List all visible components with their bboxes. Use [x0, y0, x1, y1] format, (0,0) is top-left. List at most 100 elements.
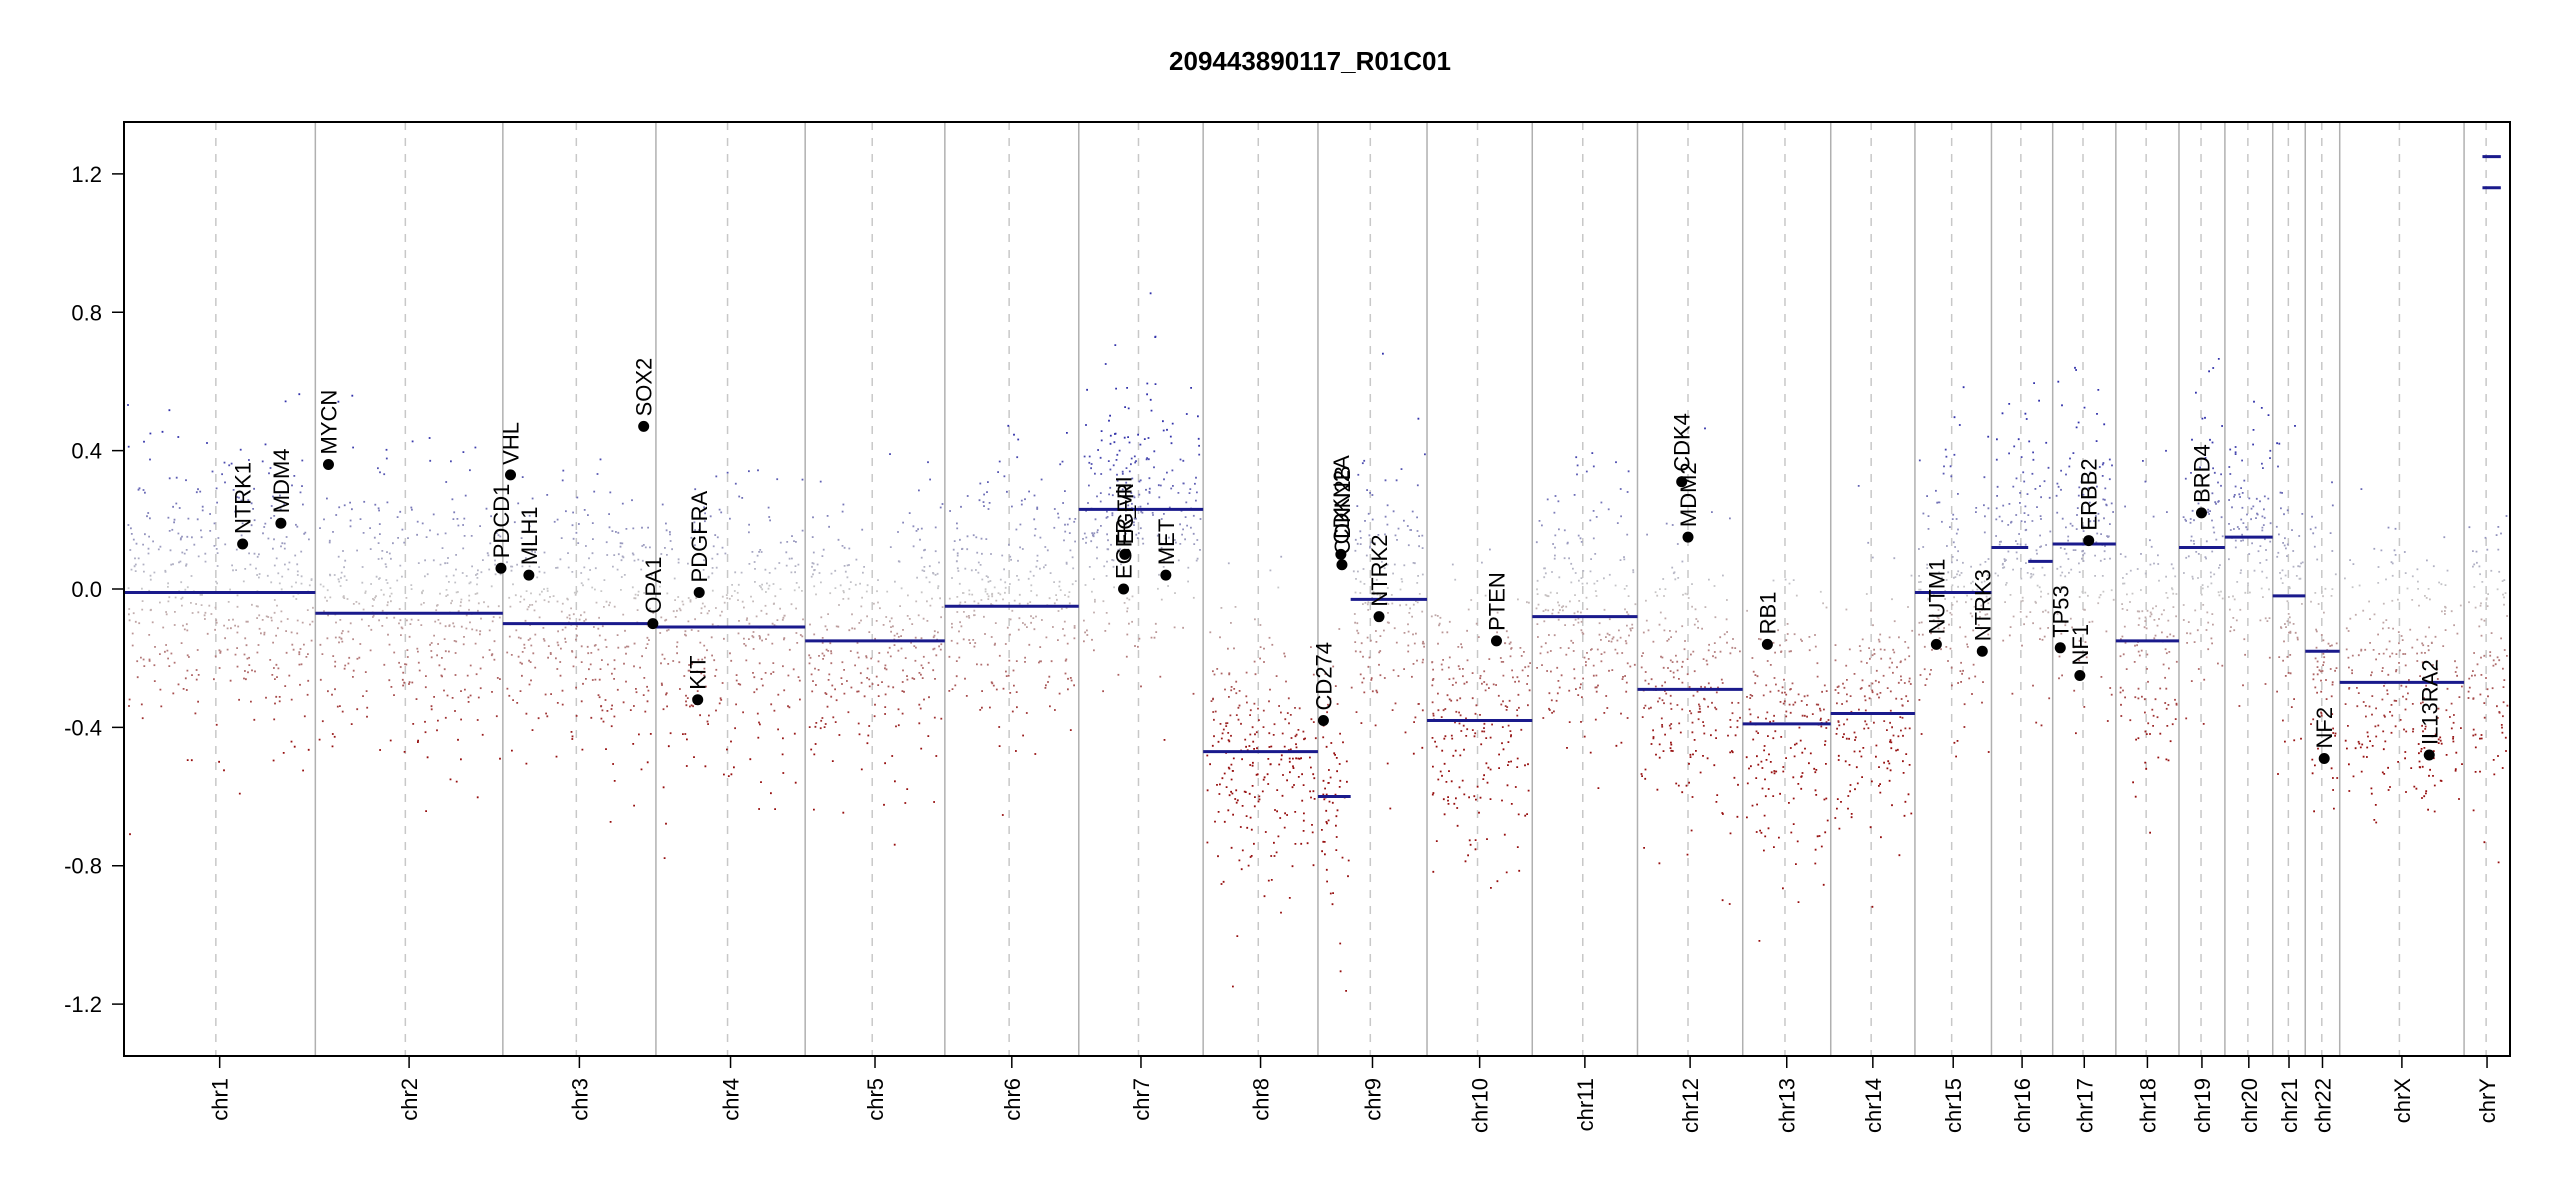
probe-point-cloud	[2480, 634, 2483, 637]
probe-point-cloud	[195, 678, 198, 681]
probe-point-cloud	[1873, 721, 1891, 724]
probe-point-cloud	[2068, 465, 2071, 468]
probe-point-cloud	[1392, 669, 1395, 672]
probe-point-cloud	[255, 567, 257, 570]
probe-point-cloud	[300, 550, 303, 553]
probe-point-cloud	[516, 701, 625, 704]
probe-point-cloud	[674, 616, 677, 618]
probe-point-cloud	[167, 600, 230, 603]
probe-point-cloud	[2412, 728, 2427, 730]
probe-point-cloud	[1580, 577, 1605, 580]
probe-point-cloud	[2259, 562, 2262, 564]
probe-point-cloud	[842, 590, 845, 592]
probe-point-cloud	[513, 521, 516, 524]
probe-point-cloud	[531, 497, 534, 500]
probe-point-cloud	[2275, 525, 2278, 528]
probe-point-cloud	[340, 571, 483, 574]
probe-point-cloud	[1009, 633, 1011, 636]
probe-point-cloud	[2358, 584, 2361, 587]
probe-point-cloud	[2321, 590, 2323, 593]
probe-point-cloud	[731, 583, 763, 586]
probe-point-cloud	[2390, 704, 2393, 706]
probe-point-cloud	[1392, 510, 1414, 513]
probe-point-cloud	[2314, 657, 2317, 660]
probe-point-cloud	[338, 641, 340, 644]
probe-point-cloud	[1798, 726, 1828, 729]
probe-point-cloud	[1918, 575, 1920, 577]
probe-point-cloud	[2472, 746, 2507, 864]
probe-point-cloud	[1234, 606, 1237, 608]
probe-point-cloud	[1109, 434, 1112, 437]
probe-point-cloud	[2105, 630, 2108, 633]
probe-point-cloud	[2286, 555, 2288, 557]
probe-point-cloud	[1703, 732, 1706, 735]
probe-point-cloud	[1706, 663, 1709, 666]
probe-point-cloud	[2175, 615, 2177, 618]
probe-point-cloud	[968, 616, 971, 619]
probe-point-cloud	[1746, 609, 1748, 612]
probe-point-cloud	[1509, 655, 1512, 658]
probe-point-cloud	[1100, 439, 1103, 442]
probe-point-cloud	[1951, 518, 1958, 520]
probe-point-cloud	[766, 582, 775, 585]
probe-point-cloud	[1714, 616, 1717, 619]
probe-point-cloud	[1446, 693, 1520, 697]
probe-point-cloud	[132, 612, 135, 615]
probe-point-cloud	[1650, 678, 1680, 681]
probe-point-cloud	[1920, 733, 1923, 735]
probe-point-cloud	[1540, 645, 1543, 648]
probe-point-cloud	[2480, 734, 2483, 736]
probe-point-cloud	[2385, 619, 2388, 621]
probe-point-cloud	[2242, 684, 2244, 687]
probe-point-cloud	[1580, 629, 1632, 632]
probe-point-cloud	[951, 688, 1069, 691]
probe-point-cloud	[2368, 705, 2371, 708]
probe-point-cloud	[920, 673, 922, 676]
probe-point-cloud	[2217, 591, 2220, 594]
probe-point-cloud	[128, 619, 299, 622]
probe-point-cloud	[1536, 579, 1599, 582]
probe-point-cloud	[686, 697, 722, 700]
probe-point-cloud	[2320, 712, 2323, 715]
probe-point-cloud	[453, 640, 496, 643]
probe-point-cloud	[194, 712, 197, 715]
probe-point-cloud	[1127, 504, 1130, 507]
probe-point-cloud	[1996, 495, 1998, 497]
probe-point-cloud	[1283, 652, 1286, 655]
probe-point-cloud	[2479, 693, 2482, 696]
probe-point-cloud	[929, 478, 931, 481]
probe-point-cloud	[2251, 542, 2253, 545]
probe-point-cloud	[2219, 564, 2221, 566]
probe-point-cloud	[1955, 532, 1958, 535]
probe-point-cloud	[2184, 477, 2187, 480]
probe-point-cloud	[215, 621, 304, 624]
probe-point-cloud	[1360, 641, 1398, 645]
probe-point-cloud	[715, 668, 718, 671]
probe-point-cloud	[984, 633, 986, 635]
probe-point-cloud	[1941, 576, 1957, 579]
gene-label: PDCD1	[489, 484, 514, 559]
probe-point-cloud	[2312, 718, 2315, 721]
probe-point-cloud	[2120, 715, 2123, 717]
probe-point-cloud	[2502, 701, 2505, 704]
probe-point-cloud	[1572, 567, 1574, 570]
probe-point-cloud	[913, 645, 940, 648]
probe-point-cloud	[2361, 743, 2364, 746]
probe-point-cloud	[2318, 669, 2336, 672]
probe-point-cloud	[2012, 615, 2028, 618]
probe-point-cloud	[1936, 616, 1939, 619]
probe-point-cloud	[1669, 669, 1679, 672]
probe-point-cloud	[1619, 636, 1622, 639]
probe-point-cloud	[1403, 668, 1405, 670]
probe-point-cloud	[1942, 472, 1945, 475]
probe-point-cloud	[2072, 549, 2084, 552]
probe-point-cloud	[783, 689, 786, 692]
probe-point-cloud	[479, 687, 482, 690]
probe-point-cloud	[2381, 667, 2384, 669]
probe-point-cloud	[519, 637, 522, 640]
probe-point-cloud	[1384, 533, 1386, 536]
probe-point-cloud	[1403, 519, 1405, 522]
probe-point-cloud	[711, 557, 793, 560]
probe-point-cloud	[1878, 696, 1880, 699]
probe-point-cloud	[361, 581, 472, 584]
